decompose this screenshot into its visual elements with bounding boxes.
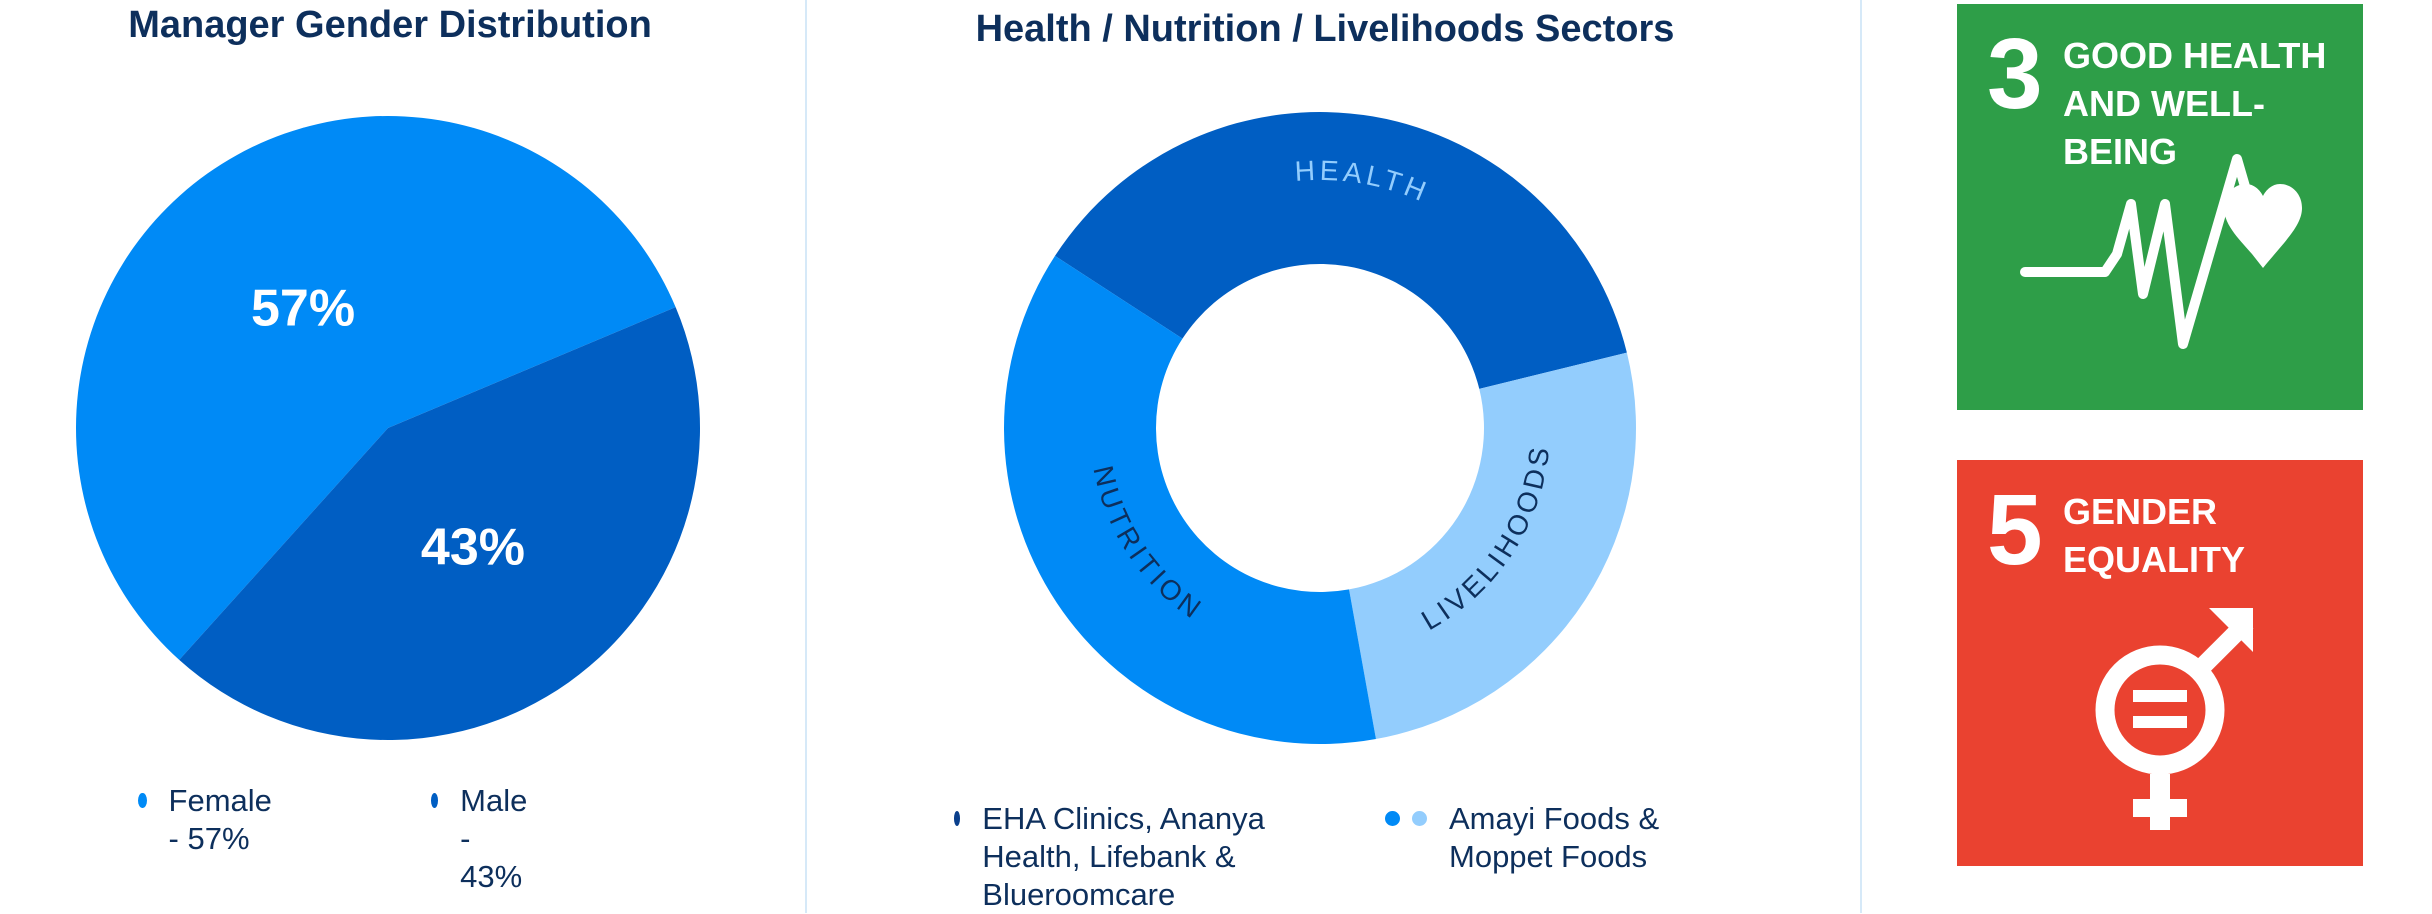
legend-label-male: Male - 43% [460,783,528,894]
panel-divider [805,0,807,913]
pie-slice-male [179,307,700,741]
sdg-5-name: GENDER EQUALITY [2063,491,2246,580]
sdg-3-number: 3 [1987,18,2043,130]
heartbeat-icon [2020,154,2302,349]
gender-pie-panel: Manager Gender Distribution 57% 43% Femal… [0,0,800,913]
sdg-panel: 3 GOOD HEALTH AND WELL-BEING 5 GENDER EQ… [1850,0,2432,913]
sdg-5-card: 5 GENDER EQUALITY [1957,460,2363,866]
gender-equality-icon [2095,608,2254,830]
legend-swatch-female [138,793,147,808]
legend-swatch-nutrition [1385,811,1400,826]
legend-item-female: Female - 57% [138,782,278,858]
legend-swatch-livelihoods [1412,811,1427,826]
sdg-5-number: 5 [1987,474,2043,586]
legend-item-food-companies: Amayi Foods & Moppet Foods [1385,800,1685,876]
sdg-3-name: GOOD HEALTH AND WELL-BEING [2063,35,2327,172]
pie-chart-title: Manager Gender Distribution [128,4,652,46]
legend-swatch-health [954,811,961,826]
donut-chart-title: Health / Nutrition / Livelihoods Sectors [975,8,1675,50]
slice-label-male: 43% [421,519,525,577]
legend-item-health-companies: EHA Clinics, Ananya Health, Lifebank & B… [954,800,1294,914]
legend-swatch-group-food [1385,800,1427,826]
legend-swatch-male [431,793,439,808]
legend-label-female: Female - 57% [168,783,272,856]
slice-label-female: 57% [251,279,355,337]
legend-item-male: Male - 43% [431,782,535,896]
sdg-3-card: 3 GOOD HEALTH AND WELL-BEING [1957,4,2363,410]
legend-label-health-companies: EHA Clinics, Ananya Health, Lifebank & B… [982,801,1265,912]
donut-segment-livelihoods [1349,352,1636,740]
sectors-donut-panel: Health / Nutrition / Livelihoods Sectors… [800,0,1850,913]
gender-pie-chart: 57% 43% [76,116,700,741]
donut-segment-nutrition [1004,255,1376,745]
donut-segment-health [1054,111,1627,389]
legend-label-food-companies: Amayi Foods & Moppet Foods [1449,801,1660,874]
panel-divider [1860,0,1862,913]
pie-slice-female [76,116,676,660]
